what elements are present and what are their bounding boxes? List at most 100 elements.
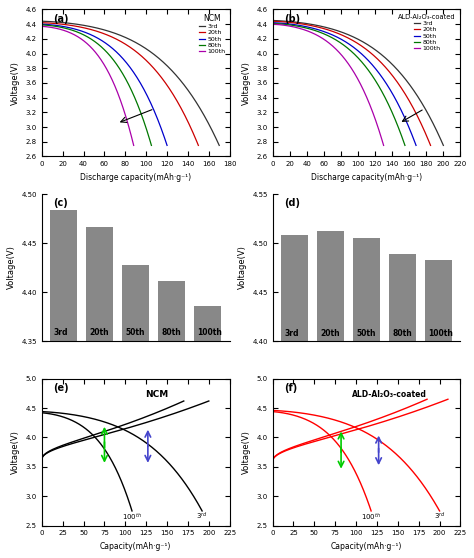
Line: 100th: 100th [273, 24, 383, 146]
Bar [281, 235, 308, 558]
Text: 20th: 20th [90, 328, 109, 337]
50th [54, 22, 60, 29]
50th [129, 67, 135, 74]
80th [75, 29, 81, 36]
50th [118, 53, 123, 60]
80th [313, 27, 319, 34]
Text: 100$^{th}$: 100$^{th}$ [361, 511, 381, 522]
80th [118, 69, 124, 75]
50th [130, 68, 136, 75]
Legend: 3rd, 20th, 50th, 80th, 100th: 3rd, 20th, 50th, 80th, 100th [198, 13, 227, 56]
50th [270, 20, 275, 26]
100th [270, 21, 275, 27]
80th [108, 54, 114, 60]
80th [365, 66, 371, 73]
50th [317, 27, 322, 33]
Bar [317, 231, 344, 558]
80th [52, 23, 58, 30]
Text: (c): (c) [53, 199, 68, 209]
3rd [394, 66, 400, 73]
100th [39, 23, 45, 30]
Text: 50th: 50th [126, 328, 145, 337]
Text: 80th: 80th [162, 328, 181, 337]
Text: (f): (f) [284, 383, 297, 393]
20th [384, 66, 390, 73]
100th [69, 30, 74, 37]
Text: (d): (d) [284, 199, 300, 209]
20th [137, 52, 143, 59]
80th [39, 22, 45, 28]
100th [106, 69, 111, 76]
100th [105, 69, 111, 75]
3rd [270, 17, 275, 24]
3rd [337, 28, 343, 35]
20th [428, 142, 433, 149]
3rd [217, 142, 222, 149]
100th [314, 32, 319, 39]
Y-axis label: Voltage(V): Voltage(V) [242, 430, 251, 474]
100th [350, 68, 356, 75]
Text: 100th: 100th [428, 329, 453, 338]
Line: 80th: 80th [42, 25, 151, 146]
20th [332, 29, 338, 36]
80th [366, 68, 372, 74]
80th [148, 142, 154, 149]
Bar [194, 306, 221, 558]
3rd [377, 50, 383, 57]
Bar [122, 264, 149, 558]
20th [384, 65, 390, 72]
Line: 100th: 100th [42, 26, 134, 146]
Text: 20th: 20th [320, 329, 340, 338]
3rd [326, 25, 331, 31]
Bar [389, 254, 416, 558]
X-axis label: Capacity(mAh·g⁻¹): Capacity(mAh·g⁻¹) [331, 542, 402, 551]
50th [374, 66, 379, 73]
50th [360, 52, 366, 59]
Legend: 3rd, 20th, 50th, 80th, 100th: 3rd, 20th, 50th, 80th, 100th [397, 13, 457, 52]
3rd [60, 19, 66, 26]
3rd [109, 29, 115, 36]
3rd [167, 65, 173, 72]
100th [75, 33, 81, 40]
3rd [291, 18, 296, 25]
100th [306, 28, 311, 35]
20th [90, 27, 96, 33]
Line: 50th: 50th [42, 24, 167, 146]
80th [118, 68, 124, 74]
Line: 80th: 80th [273, 23, 405, 146]
100th [283, 22, 289, 29]
100th [50, 25, 56, 31]
Y-axis label: Voltage(V): Voltage(V) [11, 61, 20, 105]
50th [39, 21, 45, 27]
Y-axis label: Voltage(V): Voltage(V) [7, 246, 16, 290]
Text: 3rd: 3rd [54, 328, 68, 337]
20th [101, 30, 107, 37]
100th [381, 142, 386, 149]
Bar [425, 259, 452, 558]
Text: ALD-Al₂O₃-coated: ALD-Al₂O₃-coated [352, 391, 427, 400]
Text: NCM: NCM [145, 391, 168, 400]
50th [327, 30, 332, 37]
3rd [151, 51, 156, 57]
Line: 20th: 20th [273, 21, 430, 146]
Text: 3$^{rd}$: 3$^{rd}$ [196, 511, 208, 522]
20th [289, 19, 294, 26]
Line: 3rd: 3rd [42, 21, 219, 146]
Text: (e): (e) [53, 383, 69, 393]
80th [286, 21, 292, 28]
Text: 100th: 100th [197, 328, 222, 337]
20th [195, 142, 201, 149]
50th [80, 28, 85, 35]
100th [339, 53, 345, 60]
X-axis label: Capacity(mAh·g⁻¹): Capacity(mAh·g⁻¹) [100, 542, 172, 551]
Bar [158, 281, 185, 558]
20th [270, 18, 275, 25]
3rd [97, 25, 102, 32]
80th [270, 20, 275, 27]
20th [321, 25, 327, 32]
Bar [86, 227, 113, 558]
3rd [393, 65, 399, 71]
Text: 80th: 80th [392, 329, 412, 338]
Text: 3$^{rd}$: 3$^{rd}$ [434, 511, 446, 522]
50th [89, 32, 94, 39]
